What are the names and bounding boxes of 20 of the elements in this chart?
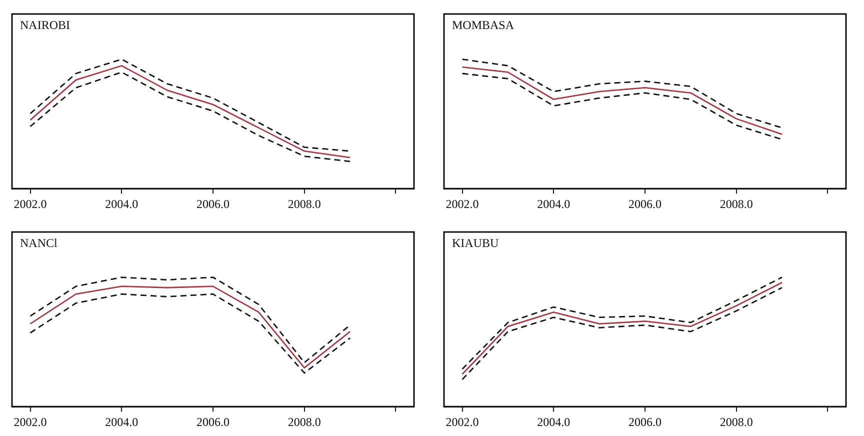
x-tick-label: 2006.0: [196, 196, 230, 211]
chart-title: KIAUBU: [452, 236, 499, 250]
x-tick-label: 2002.0: [446, 414, 479, 429]
x-tick-label: 2008.0: [720, 196, 753, 211]
x-tick-label: 2006.0: [628, 196, 662, 211]
x-tick-label: 2004.0: [537, 414, 570, 429]
chart-title: NANCl: [20, 236, 58, 250]
x-tick-label: 2008.0: [288, 196, 321, 211]
chart-title: NAIROBI: [20, 18, 70, 32]
x-tick-label: 2002.0: [446, 196, 479, 211]
x-tick-label: 2008.0: [720, 414, 753, 429]
x-tick-label: 2006.0: [196, 414, 230, 429]
x-tick-label: 2004.0: [105, 414, 138, 429]
x-tick-label: 2008.0: [288, 414, 321, 429]
chart-title: MOMBASA: [452, 18, 514, 32]
x-tick-label: 2004.0: [105, 196, 138, 211]
x-tick-label: 2002.0: [14, 414, 47, 429]
x-tick-label: 2002.0: [14, 196, 47, 211]
x-tick-label: 2006.0: [628, 414, 662, 429]
x-tick-label: 2004.0: [537, 196, 570, 211]
